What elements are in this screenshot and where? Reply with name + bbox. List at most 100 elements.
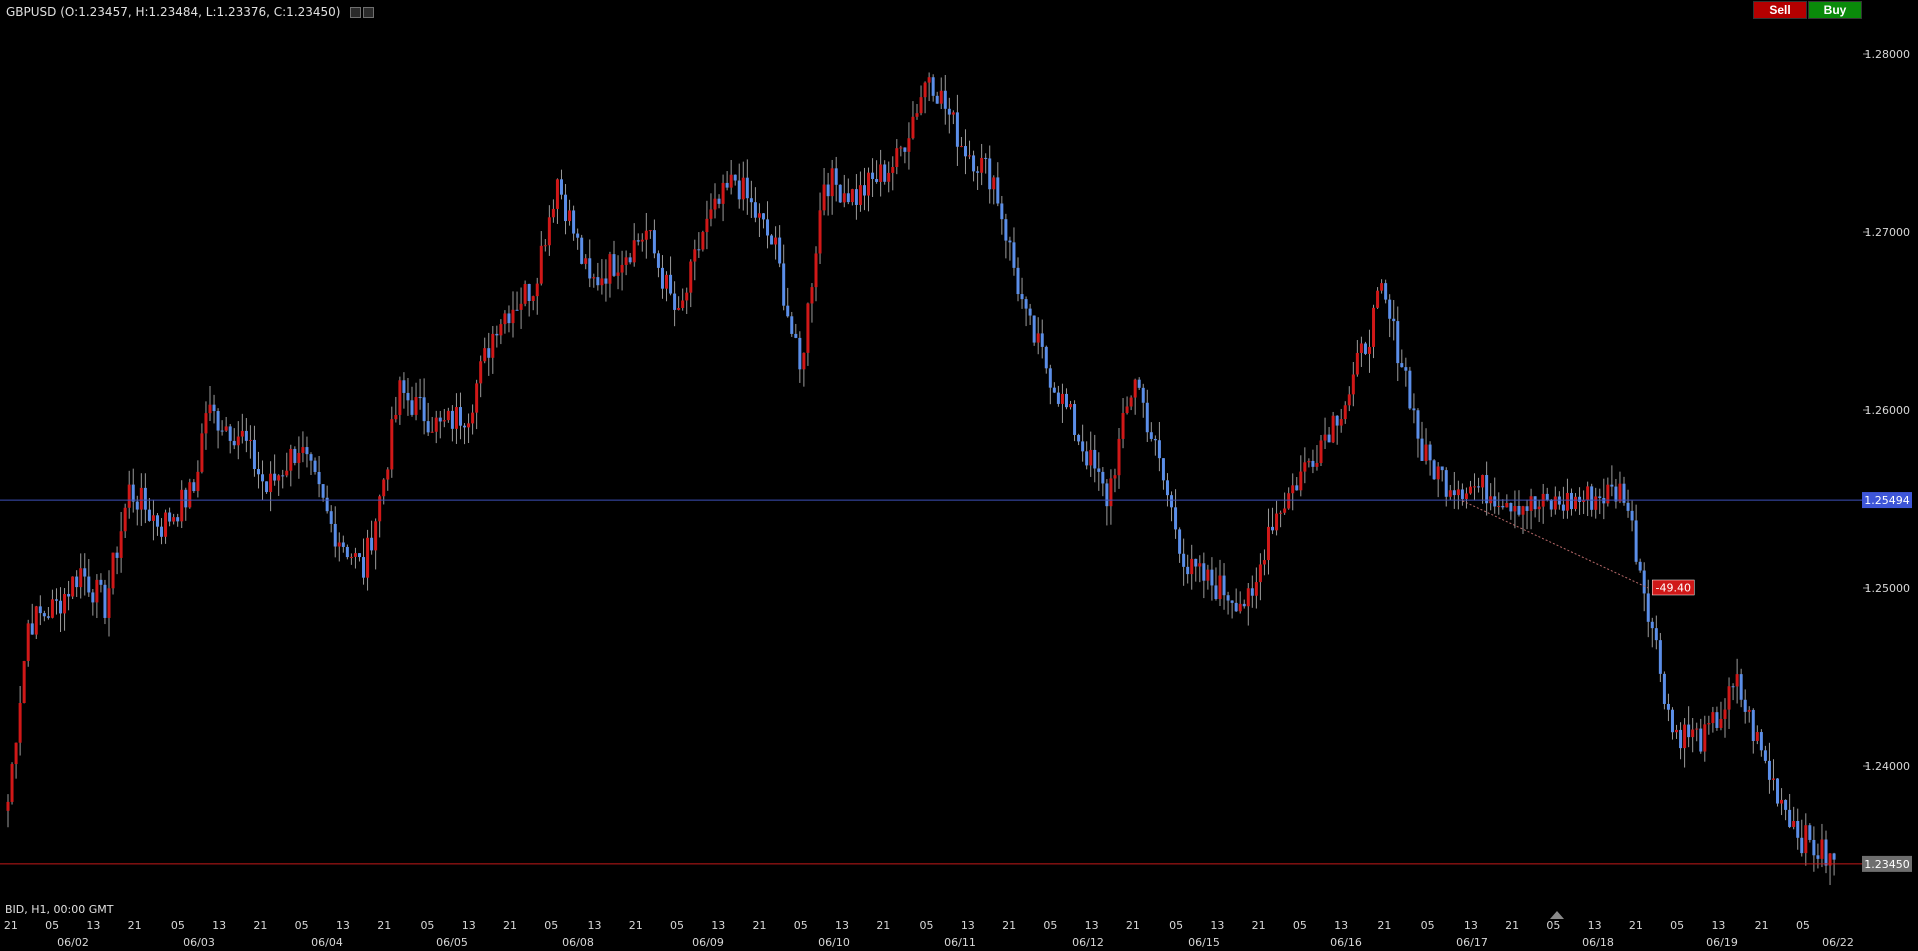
candle-body [1129,397,1133,407]
candle-body [1182,553,1186,567]
candle-body [1501,505,1505,508]
candle-body [547,217,551,246]
candle-body [285,470,289,476]
candle-body [673,293,677,310]
candle-body [1731,686,1735,688]
price-tick-label: 1.25000 [1865,582,1911,595]
candle-body [479,361,483,384]
hour-tick-label: 21 [377,919,391,932]
hour-tick-label: 05 [45,919,59,932]
candle-body [1064,393,1068,408]
price-tick-label: 1.28000 [1865,48,1911,61]
candle-body [1012,242,1016,268]
candle-body [1032,315,1036,343]
candle-body [1638,561,1642,571]
candle-body [685,292,689,301]
candle-body [1771,778,1775,780]
hour-tick-label: 13 [1210,919,1224,932]
candle-body [309,454,313,461]
candle-body [608,254,612,284]
candle-body [317,471,321,485]
settings-icon[interactable] [350,7,362,18]
lines-layer [0,499,1862,865]
hour-tick-label: 05 [794,919,808,932]
hour-tick-label: 13 [835,919,849,932]
candle-body [1093,449,1097,469]
sell-button[interactable]: Sell [1753,1,1807,19]
candle-body [1582,500,1586,502]
candle-body [1650,621,1654,629]
candle-body [155,515,159,527]
candle-body [1420,438,1424,461]
candle-body [1666,703,1670,710]
buy-button[interactable]: Buy [1808,1,1862,19]
hour-tick-label: 13 [1711,919,1725,932]
candle-body [345,546,349,558]
candle-body [277,475,281,481]
candle-body [390,419,394,470]
candle-body [988,158,992,190]
candle-body [802,352,806,370]
candle-body [1759,732,1763,751]
candle-body [794,333,798,338]
candle-body [1404,367,1408,371]
candle-body [1735,674,1739,687]
candle-body [454,407,458,429]
candle-body [6,801,10,811]
candle-body [418,397,422,399]
candle-body [1339,419,1343,426]
candle-body [871,172,875,179]
candle-body [1497,505,1501,507]
hour-tick-label: 21 [1002,919,1016,932]
candle-body [1170,495,1174,508]
candle-body [402,380,406,393]
candle-body [1699,728,1703,752]
candle-body [883,164,887,182]
candle-body [362,557,366,578]
candle-body [1165,480,1169,496]
candle-body [1436,466,1440,480]
candle-body [236,436,240,446]
candle-body [834,168,838,185]
candle-body [75,576,79,588]
candle-body [1428,444,1432,461]
candle-body [1384,283,1388,300]
candle-body [786,305,790,317]
candle-body [1553,496,1557,510]
hour-tick-label: 21 [1629,919,1643,932]
candle-body [1509,502,1513,512]
candle-body [386,469,390,480]
candle-body [1561,504,1565,511]
candle-body [980,157,984,173]
candle-body [1319,440,1323,463]
candle-body [1073,404,1077,435]
candle-body [422,397,426,422]
candle-body [127,484,131,508]
symbol-label: GBPUSD [6,5,57,19]
hour-tick-label: 05 [171,919,185,932]
chart-header: GBPUSD (O:1.23457, H:1.23484, L:1.23376,… [6,5,375,19]
candle-body [1097,468,1101,472]
candle-body [313,460,317,472]
candle-body [968,155,972,157]
candle-body [1234,602,1238,612]
candle-body [341,542,345,547]
hour-tick-label: 05 [1546,919,1560,932]
candle-body [353,553,357,557]
candle-body [42,613,46,617]
candle-body [1218,575,1222,600]
candle-body [1347,394,1351,406]
date-tick-label: 06/08 [562,936,594,949]
candle-body [665,274,669,289]
candle-body [1828,853,1832,866]
candle-body [677,307,681,310]
candle-body [475,383,479,413]
candle-body [1440,466,1444,471]
candle-body [1408,370,1412,409]
candle-body [212,404,216,412]
candle-body [406,392,410,401]
candle-body [168,512,172,522]
candle-body [725,182,729,188]
refresh-icon[interactable] [363,7,375,18]
